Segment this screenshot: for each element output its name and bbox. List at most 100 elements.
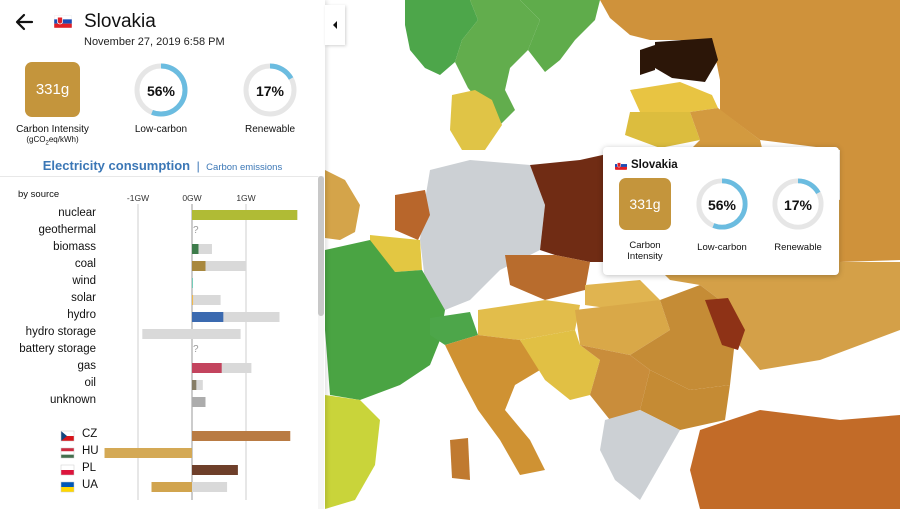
exchange-label: CZ: [82, 428, 98, 440]
map-country-slovenia-croatia[interactable]: [520, 330, 600, 400]
map-country-estonia[interactable]: [655, 38, 718, 82]
slovakia-flag-icon: [615, 161, 627, 170]
source-label: nuclear: [58, 207, 96, 219]
axis-tick-label: -1GW: [126, 193, 150, 203]
carbon-intensity-unit: (gCO2eq/kWh): [26, 135, 79, 147]
slovakia-flag-icon: [54, 15, 72, 28]
hungary-flag-icon: [60, 447, 75, 459]
country-panel: Slovakia November 27, 2019 6:58 PM 331g …: [0, 0, 325, 509]
tooltip-renewable-gauge: [772, 178, 824, 230]
arrow-left-icon[interactable]: [14, 11, 36, 33]
tooltip-title: Slovakia: [631, 159, 678, 171]
unknown-value-mark: ?: [193, 344, 199, 355]
low-carbon-value: 56%: [146, 83, 176, 99]
capacity-bar: [192, 380, 203, 390]
page-title: Slovakia: [84, 11, 156, 32]
source-bar: [192, 261, 206, 271]
caret-left-icon: [333, 21, 337, 29]
tooltip-carbon-intensity-badge: 331g: [619, 178, 671, 230]
collapse-panel-button[interactable]: [325, 5, 345, 45]
capacity-bar: [192, 244, 212, 254]
poland-flag-icon: [60, 464, 75, 476]
map-country-russia[interactable]: [600, 0, 900, 262]
tooltip-low-carbon-label: Low-carbon: [697, 242, 747, 253]
map-country-turkey[interactable]: [690, 410, 900, 509]
source-label: hydro storage: [25, 326, 96, 338]
carbon-intensity-badge: 331g: [25, 62, 80, 117]
capacity-bar: [142, 329, 192, 339]
low-carbon-gauge: [134, 63, 188, 117]
source-bar: [192, 295, 194, 305]
scrollbar-track[interactable]: [318, 176, 324, 509]
ukraine-flag-icon: [60, 481, 75, 493]
source-label: wind: [72, 275, 96, 287]
axis-tick-label: 0GW: [182, 193, 202, 203]
exchange-label: UA: [82, 479, 98, 491]
timestamp: November 27, 2019 6:58 PM: [84, 36, 225, 48]
source-bar: [192, 210, 298, 220]
source-bar: [192, 278, 193, 288]
source-label: biomass: [53, 241, 96, 253]
map-country-czechia[interactable]: [505, 255, 590, 300]
renewable-label: Renewable: [244, 124, 296, 135]
tab-electricity-consumption[interactable]: Electricity consumption: [42, 158, 191, 173]
map-country-france[interactable]: [325, 240, 445, 400]
carbon-intensity-label: Carbon Intensity: [16, 124, 89, 135]
map-country-lithuania[interactable]: [625, 112, 700, 148]
map-country-latvia[interactable]: [630, 82, 718, 112]
consumption-bars: [60, 204, 298, 500]
source-label: battery storage: [19, 343, 96, 355]
exchange-bar: [192, 431, 291, 441]
map-country-moldova[interactable]: [705, 298, 745, 350]
renewable-gauge: [243, 63, 297, 117]
map-country-norway[interactable]: [405, 0, 478, 75]
source-bar: [192, 363, 222, 373]
map-country-bulgaria[interactable]: [640, 370, 730, 430]
map-country-greece[interactable]: [600, 410, 680, 500]
czech-flag-icon: [60, 430, 75, 442]
exchange-bar: [151, 482, 192, 492]
source-label: solar: [71, 292, 96, 304]
map-country-finland[interactable]: [520, 0, 600, 72]
capacity-bar: [192, 261, 246, 271]
map-country-switzerland[interactable]: [430, 312, 478, 345]
capacity-bar: [192, 295, 221, 305]
map-country-uk[interactable]: [325, 170, 360, 240]
tooltip-carbon-intensity-label: Carbon Intensity: [627, 240, 663, 262]
source-label: hydro: [67, 309, 96, 321]
tab-separator: |: [196, 159, 200, 173]
source-label: oil: [84, 377, 96, 389]
exchange-bar: [104, 448, 192, 458]
map-country-denmark[interactable]: [450, 90, 502, 150]
axis-tick-label: 1GW: [236, 193, 256, 203]
source-bar: [192, 312, 224, 322]
map-country-spain[interactable]: [325, 395, 380, 509]
consumption-chart: [0, 176, 320, 509]
tab-carbon-emissions[interactable]: Carbon emissions: [206, 162, 283, 173]
tooltip-low-carbon-value: 56%: [707, 197, 737, 213]
source-label: gas: [77, 360, 96, 372]
capacity-bar: [192, 329, 241, 339]
source-bar: [192, 397, 206, 407]
low-carbon-label: Low-carbon: [134, 124, 188, 135]
tooltip-renewable-label: Renewable: [774, 242, 822, 253]
scrollbar-thumb[interactable]: [318, 176, 324, 316]
map-country-netherlands[interactable]: [395, 190, 430, 240]
map-country-italy[interactable]: [445, 335, 545, 475]
tooltip-renewable-value: 17%: [783, 197, 813, 213]
map-country-germany[interactable]: [420, 160, 545, 310]
source-label: geothermal: [38, 224, 96, 236]
unknown-value-mark: ?: [193, 225, 199, 236]
map-country-romania[interactable]: [630, 285, 735, 390]
capacity-bar: [192, 482, 228, 492]
source-bar: [192, 380, 197, 390]
country-tooltip: Slovakia 331g Carbon Intensity 56% Low-ca…: [603, 147, 839, 275]
map-country-bosnia-serbia[interactable]: [580, 345, 650, 420]
tooltip-low-carbon-gauge: [696, 178, 748, 230]
source-label: unknown: [49, 394, 96, 406]
exchange-bar: [192, 465, 238, 475]
map-country-austria[interactable]: [478, 300, 580, 340]
map-country-sardinia[interactable]: [450, 438, 470, 480]
map-country-hungary[interactable]: [575, 300, 670, 355]
exchange-label: HU: [82, 445, 99, 457]
